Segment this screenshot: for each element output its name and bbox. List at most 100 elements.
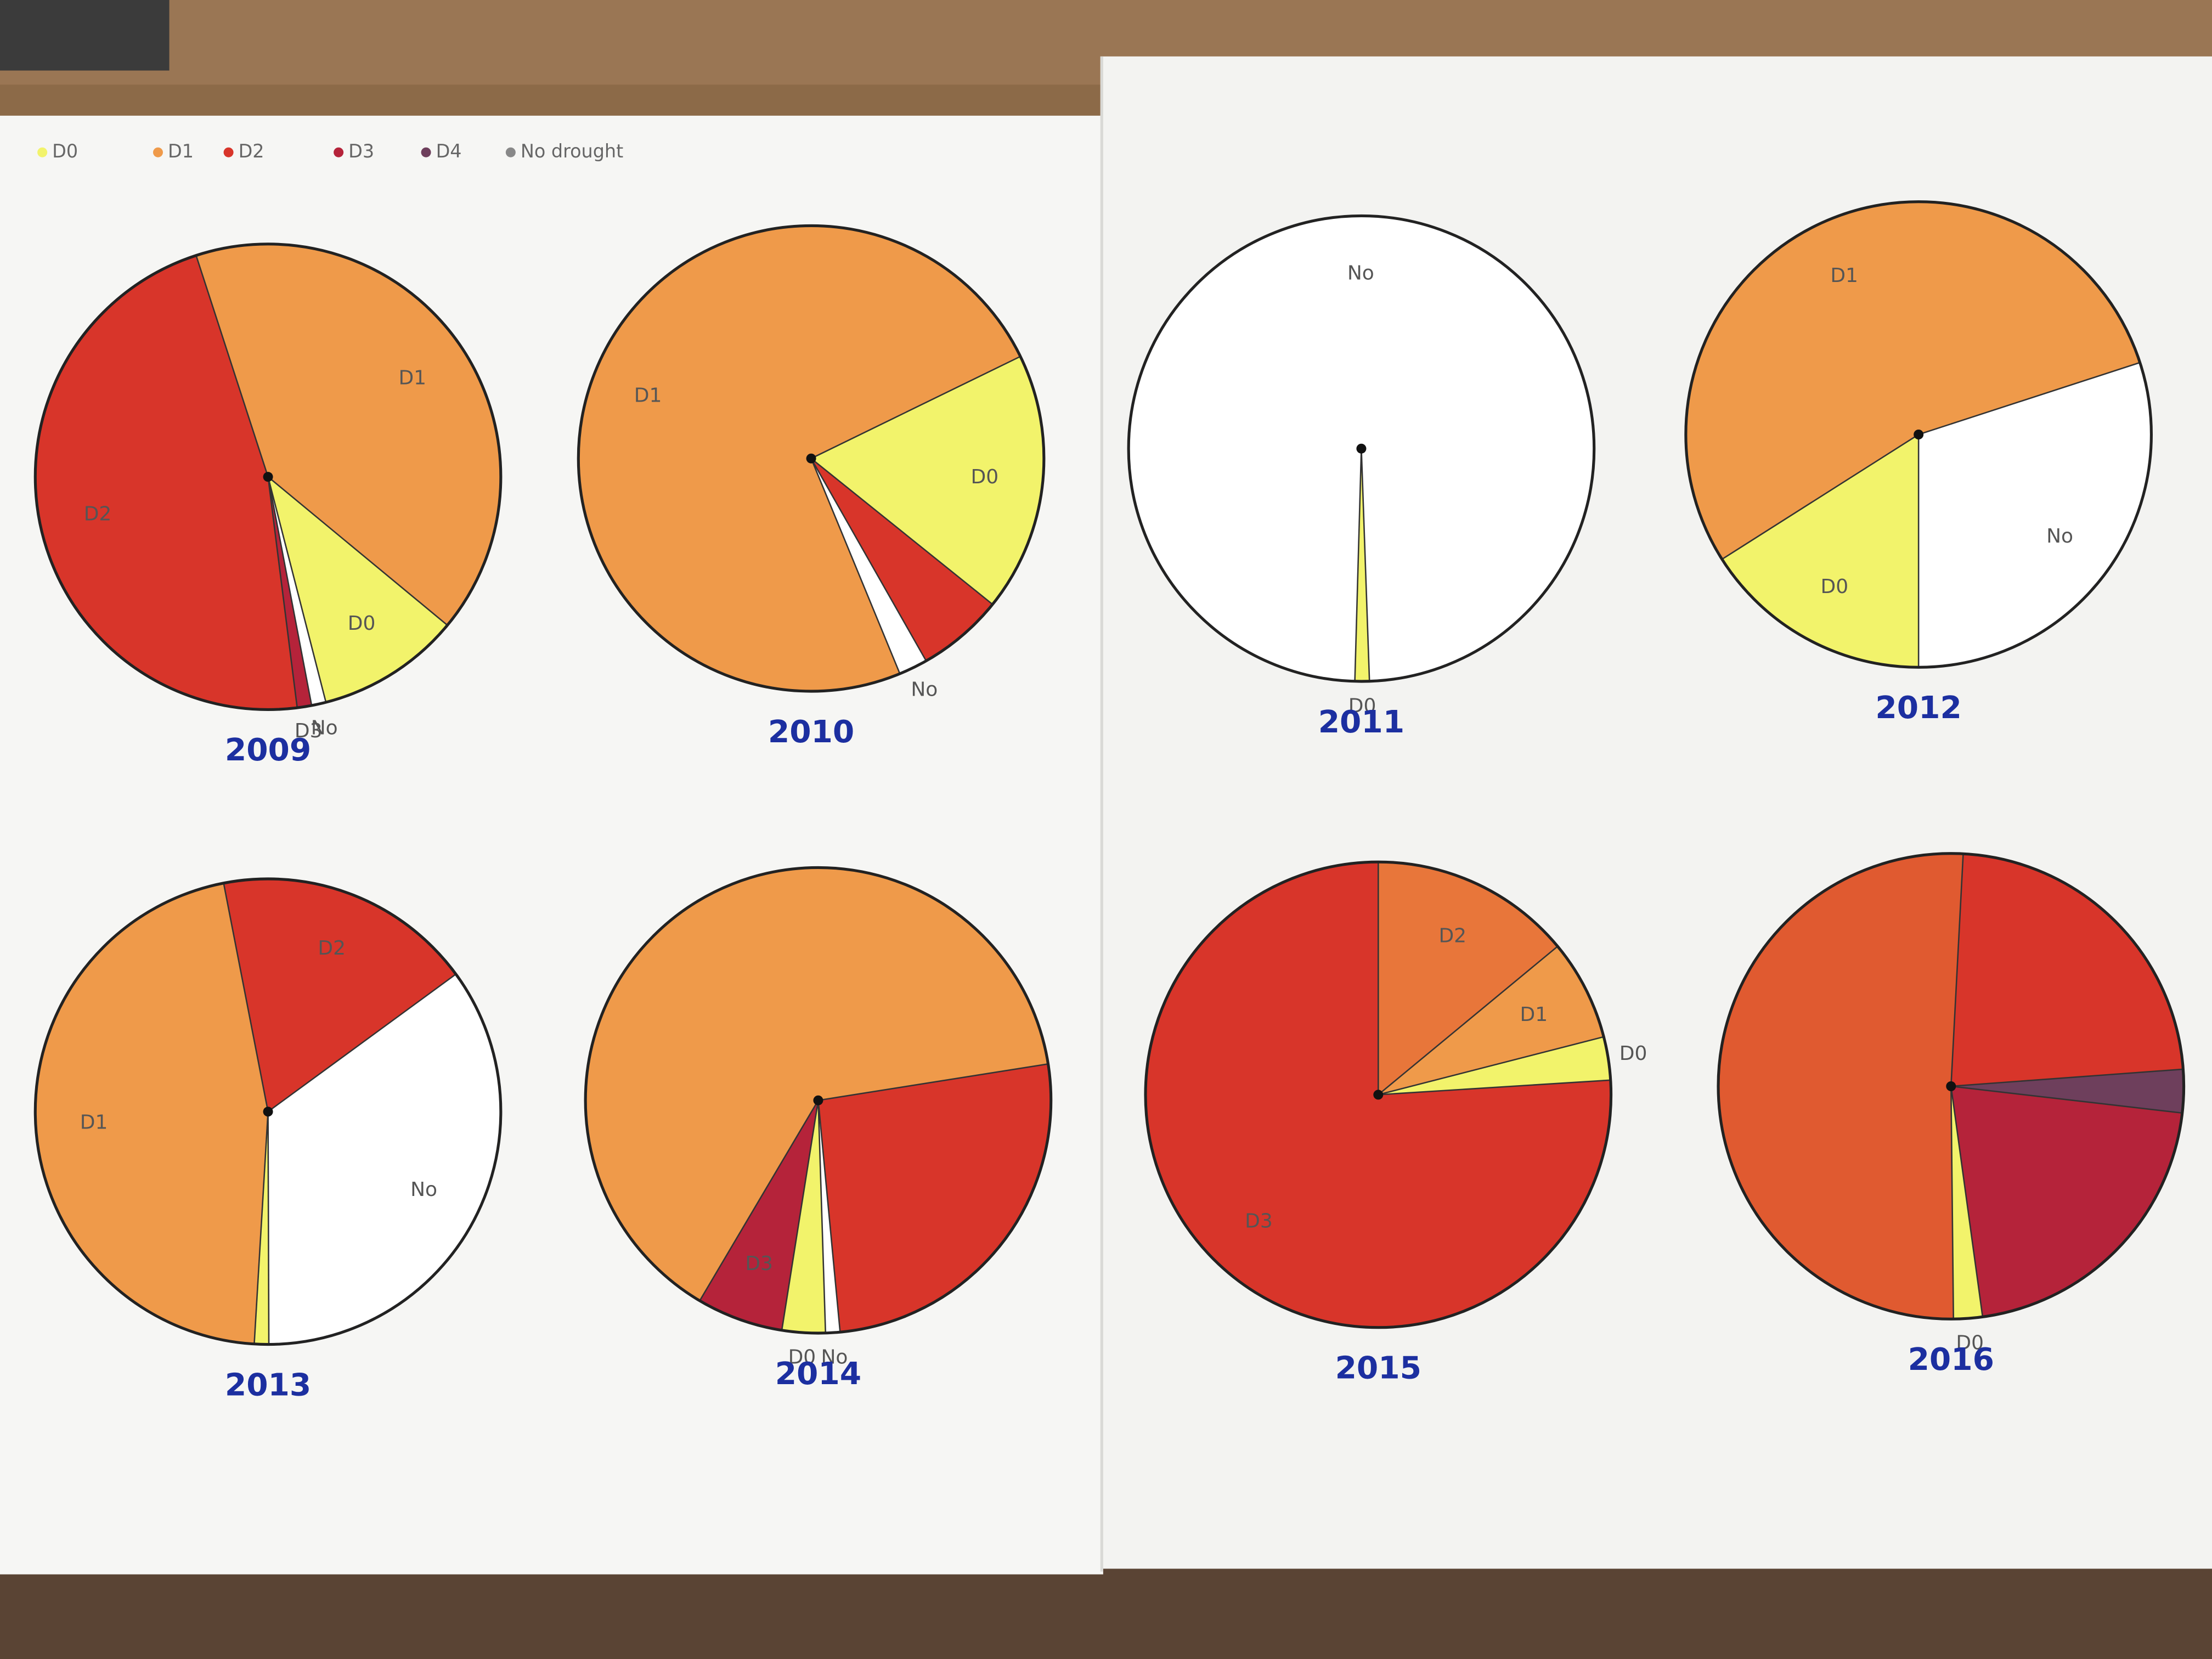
pie-outline <box>1684 200 2153 669</box>
legend-dot <box>421 147 431 157</box>
legend-text: D3 <box>348 140 374 162</box>
pie-center <box>1914 430 1924 439</box>
slice-label: No <box>821 1346 848 1368</box>
pie-slice <box>1722 435 1919 668</box>
pie-slice <box>1355 448 1370 681</box>
slice-label: D3 <box>745 1252 773 1275</box>
legend-text: D0 <box>52 140 78 162</box>
slice-label: No <box>2046 525 2073 548</box>
slice-edge <box>195 255 269 477</box>
pie-slice <box>1951 1069 2184 1113</box>
slice-edge <box>223 883 269 1112</box>
pie-center <box>813 1095 823 1105</box>
legend: D0 D1 D2 D3 D4 No drought <box>37 140 623 162</box>
pie-slice <box>811 458 927 674</box>
pie-center <box>806 453 816 464</box>
slice-label: No <box>311 716 338 739</box>
slice-edge <box>1378 945 1559 1096</box>
pie-slice <box>1951 854 2183 1086</box>
pie-title: 2009 <box>225 732 311 768</box>
slice-edge <box>1950 1086 1984 1317</box>
slice-edge <box>810 458 927 662</box>
slice-edge <box>810 458 994 605</box>
desk-bottom <box>0 1566 2212 1659</box>
pie-outline <box>577 224 1046 693</box>
pie-slice <box>196 244 501 625</box>
pie-slice <box>1918 362 2152 668</box>
slice-edge <box>267 476 448 626</box>
pie-slice <box>35 255 297 710</box>
pie-slice <box>1951 1086 2182 1317</box>
pie-title: 2015 <box>1335 1350 1421 1386</box>
legend-text: No drought <box>521 140 623 162</box>
slice-label: No <box>911 679 938 701</box>
pie-slice <box>818 1064 1051 1333</box>
pie-outline <box>1127 214 1596 683</box>
legend-dot <box>37 147 48 157</box>
pie-slice <box>585 867 1048 1301</box>
slice-edge <box>817 1100 841 1333</box>
pie-slice <box>35 883 268 1344</box>
pie-outline <box>33 877 503 1346</box>
device-edge <box>0 0 170 71</box>
pie-title: 2011 <box>1318 704 1404 740</box>
slice-label: D0 <box>1821 575 1849 598</box>
pie-title: 2016 <box>1908 1341 1994 1378</box>
pie-slice <box>811 458 993 661</box>
pie-outline <box>33 242 503 711</box>
pie-outline <box>584 866 1053 1335</box>
legend-text: D2 <box>239 140 264 162</box>
slice-edge <box>1378 1036 1604 1096</box>
pie-title: 2010 <box>768 714 854 750</box>
slice-edge <box>781 1100 819 1330</box>
pie-title: 2012 <box>1875 690 1961 726</box>
pie-center <box>1356 443 1367 454</box>
slice-label: No <box>1347 262 1374 285</box>
pie-slice <box>223 879 456 1112</box>
slice-edge <box>1950 1086 1955 1319</box>
slice-edge <box>267 476 298 708</box>
slice-edge <box>1361 448 1370 681</box>
slice-edge <box>267 1111 270 1345</box>
pie-slice <box>268 974 501 1345</box>
pie-center <box>1946 1081 1956 1091</box>
pie-center <box>1373 1090 1384 1100</box>
slice-label: D2 <box>318 937 346 960</box>
pie-slice <box>268 477 448 703</box>
pie-title: 2013 <box>225 1367 311 1403</box>
pie-center <box>263 1107 273 1117</box>
slice-label: D0 <box>970 466 998 488</box>
pie-slice <box>1378 946 1604 1095</box>
slice-edge <box>253 1111 269 1344</box>
slice-label: D3 <box>1245 1210 1273 1232</box>
legend-text: D1 <box>168 140 194 162</box>
slice-label: D1 <box>1830 264 1858 287</box>
slice-label: D0 <box>1348 695 1376 717</box>
pie-outline <box>1717 852 2186 1321</box>
slice-edge <box>1378 1079 1611 1096</box>
pie-center <box>263 472 273 482</box>
slice-edge <box>1722 433 1919 560</box>
slice-label: D0 <box>1956 1331 1984 1354</box>
slice-label: D0 <box>1620 1042 1647 1065</box>
pie-slice <box>1378 862 1558 1095</box>
slice-label: D0 <box>348 612 376 635</box>
slice-edge <box>1950 854 1964 1087</box>
slice-edge <box>818 1063 1048 1101</box>
legend-text: D4 <box>436 140 462 162</box>
slice-edge <box>1951 1085 2182 1114</box>
slice-label: D1 <box>634 385 662 407</box>
pie-slice <box>1685 201 2140 560</box>
slice-label: D2 <box>1438 924 1466 947</box>
slice-edge <box>267 973 456 1113</box>
legend-dot <box>505 147 516 157</box>
legend-dot <box>334 147 344 157</box>
pie-slice <box>699 1100 819 1330</box>
slice-label: D3 <box>295 720 323 742</box>
slice-edge <box>699 1100 819 1301</box>
pies: D1D0NoD3D22009D0NoD12010D0No2011NoD0D120… <box>33 200 2186 1403</box>
pie-slice <box>811 356 1044 605</box>
pie-outline <box>1144 860 1613 1329</box>
slice-label: D1 <box>1520 1003 1548 1026</box>
